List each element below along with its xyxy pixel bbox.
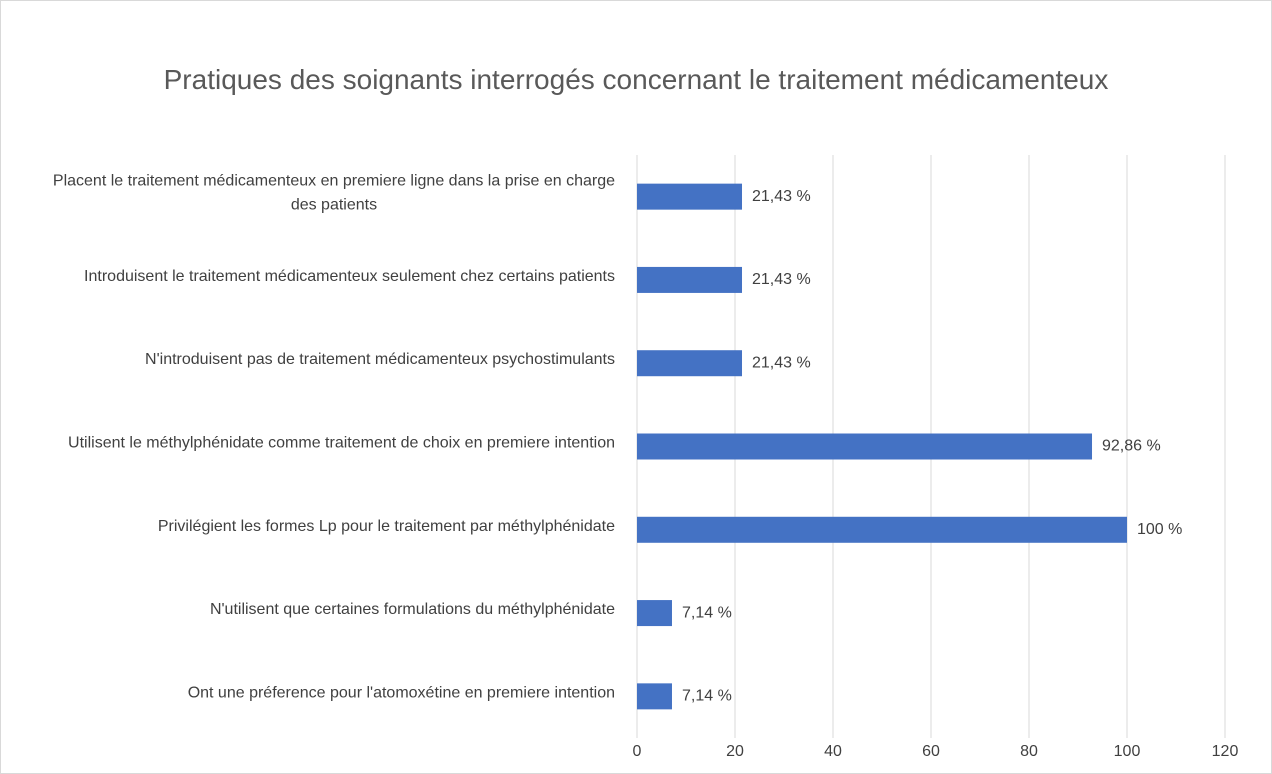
data-label: 92,86 % xyxy=(1102,438,1161,455)
x-tick-label: 20 xyxy=(726,743,744,760)
bar xyxy=(637,183,743,210)
x-tick-label: 0 xyxy=(633,743,642,760)
y-tick-label: N'utilisent que certaines formulations d… xyxy=(210,601,615,618)
y-tick-label: Introduisent le traitement médicamenteux… xyxy=(84,268,615,285)
bar xyxy=(637,433,1093,460)
bar xyxy=(637,600,672,627)
data-label: 100 % xyxy=(1137,521,1182,538)
x-tick-label: 120 xyxy=(1212,743,1239,760)
bar xyxy=(637,266,743,293)
bar xyxy=(637,516,1127,543)
bar xyxy=(637,350,743,377)
y-tick-label: Privilégient les formes Lp pour le trait… xyxy=(158,518,615,535)
x-tick-label: 40 xyxy=(824,743,842,760)
data-label: 7,14 % xyxy=(682,688,732,705)
x-tick-label: 100 xyxy=(1114,743,1141,760)
y-tick-label: Ont une préference pour l'atomoxétine en… xyxy=(188,685,615,702)
x-tick-label: 80 xyxy=(1020,743,1038,760)
data-label: 7,14 % xyxy=(682,604,732,621)
y-tick-label: Utilisent le méthylphénidate comme trait… xyxy=(68,435,615,452)
y-tick-label: Placent le traitement médicamenteux en p… xyxy=(53,173,615,214)
bar xyxy=(637,683,672,710)
y-tick-label: N'introduisent pas de traitement médicam… xyxy=(145,351,615,368)
data-label: 21,43 % xyxy=(752,354,811,371)
data-label: 21,43 % xyxy=(752,271,811,288)
x-tick-label: 60 xyxy=(922,743,940,760)
chart-title: Pratiques des soignants interrogés conce… xyxy=(164,64,1109,95)
data-label: 21,43 % xyxy=(752,188,811,205)
